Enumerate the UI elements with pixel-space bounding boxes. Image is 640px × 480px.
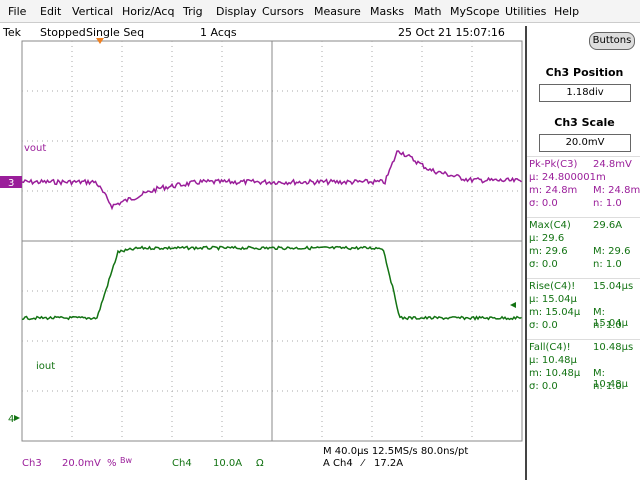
ch3-flags: % (107, 458, 117, 469)
trigger-position (96, 38, 104, 44)
measurement-min: m: 15.04μ (529, 307, 581, 318)
acq-mode: Single Seq (86, 26, 145, 39)
measurement-name: Fall(C4)! (529, 342, 571, 353)
measurement-max: M: 24.8m (593, 185, 640, 196)
position-label: Ch3 Position (545, 66, 624, 79)
measurement[interactable]: Rise(C4)! 15.04μs μ: 15.04μ m: 15.04μ M: 15.… (527, 278, 640, 339)
menu-item[interactable]: Cursors (262, 5, 304, 18)
measurement-name: Rise(C4)! (529, 281, 576, 292)
measurement-value: 29.6A (593, 220, 623, 231)
measurement-min: m: 10.48μ (529, 368, 581, 379)
ch4-coupling: Ω (256, 458, 264, 469)
menu-item[interactable]: Measure (314, 5, 361, 18)
measurement-count: n: 1.0 (593, 320, 622, 331)
run-state: Stopped (40, 26, 86, 39)
ch4: Ch4 (172, 458, 192, 469)
menu-item[interactable]: Display (216, 5, 257, 18)
menu-item[interactable]: Vertical (72, 5, 114, 18)
scale-value[interactable]: 20.0mV (539, 134, 631, 152)
menu-item[interactable]: Horiz/Acq (122, 5, 175, 18)
trigger-source: A Ch4 (323, 458, 353, 469)
graticule: 3 4 vout iout (0, 38, 523, 442)
measurement-mean: μ: 29.6 (529, 233, 565, 244)
measurement-std: σ: 0.0 (529, 381, 558, 392)
measurement-max: M: 15.04μ (593, 307, 628, 329)
ch3-marker: 3 (8, 178, 14, 189)
position-value[interactable]: 1.18div (539, 84, 631, 102)
trigger-level: 17.2A (374, 458, 404, 469)
measurement-count: n: 1.0 (593, 259, 622, 270)
menu-bar: File Edit Vertical Horiz/Acq Trig Displa… (0, 0, 640, 23)
menu-item[interactable]: MyScope (450, 5, 500, 18)
ch3-waveform (21, 150, 522, 211)
scale-label: Ch3 Scale (554, 116, 615, 129)
ch4-arrow (14, 415, 20, 421)
measurement[interactable]: Fall(C4)! 10.48μs μ: 10.48μ m: 10.48μ M: 10.… (527, 339, 640, 400)
ch3-label: vout (24, 143, 46, 154)
measurement-count: n: 1.0 (593, 198, 622, 209)
ch4-label: iout (36, 361, 55, 372)
acq-count: 1 Acqs (200, 26, 237, 39)
measurement-name: Pk-Pk(C3) (529, 159, 578, 170)
menu-item[interactable]: Utilities (505, 5, 547, 18)
datetime: 25 Oct 21 15:07:16 (398, 26, 505, 39)
ch4-marker: 4 (8, 414, 14, 425)
measurement[interactable]: Pk-Pk(C3) 24.8mV μ: 24.800001m m: 24.8m M: 2… (527, 156, 640, 217)
measurement-count: n: 1.0 (593, 381, 622, 392)
ch3-bw: Bw (120, 456, 133, 465)
trigger-level-arrow (510, 302, 516, 308)
measurement-max: M: 29.6 (593, 246, 631, 257)
menu-item[interactable]: Math (414, 5, 442, 18)
ch3-marker-bg (0, 176, 22, 188)
measurement-mean: μ: 15.04μ (529, 294, 577, 305)
measurement-min: m: 29.6 (529, 246, 568, 257)
measurement-max: M: 10.48μ (593, 368, 628, 390)
menu-item[interactable]: File (8, 5, 27, 18)
timebase: M 40.0μs 12.5MS/s 80.0ns/pt (323, 446, 469, 457)
measurement[interactable]: Max(C4) 29.6A μ: 29.6 m: 29.6 M: 29.6 σ: 0.0 n… (527, 217, 640, 278)
measurement-std: σ: 0.0 (529, 320, 558, 331)
ch4-scale: 10.0A (213, 458, 243, 469)
ch3: Ch3 (22, 458, 42, 469)
brand: Tek (3, 26, 21, 39)
ch3-scale: 20.0mV (62, 458, 101, 469)
measurement-min: m: 24.8m (529, 185, 578, 196)
measurement-std: σ: 0.0 (529, 259, 558, 270)
measurement-value: 10.48μs (593, 342, 634, 353)
menu-item[interactable]: Masks (370, 5, 405, 18)
measurement-std: σ: 0.0 (529, 198, 558, 209)
measurement-mean: μ: 24.800001m (529, 172, 606, 183)
measurement-value: 24.8mV (593, 159, 632, 170)
ch4-waveform (21, 245, 522, 321)
measurement-name: Max(C4) (529, 220, 571, 231)
side-panel: Buttons Ch3 Position 1.18div Ch3 Scale 2… (525, 26, 640, 480)
menu-item[interactable]: Trig (183, 5, 203, 18)
trigger-slope: ⁄ (362, 458, 364, 469)
menu-item[interactable]: Edit (40, 5, 62, 18)
measurement-mean: μ: 10.48μ (529, 355, 577, 366)
measurement-value: 15.04μs (593, 281, 634, 292)
menu-item[interactable]: Help (554, 5, 580, 18)
buttons[interactable]: Buttons (589, 32, 635, 50)
